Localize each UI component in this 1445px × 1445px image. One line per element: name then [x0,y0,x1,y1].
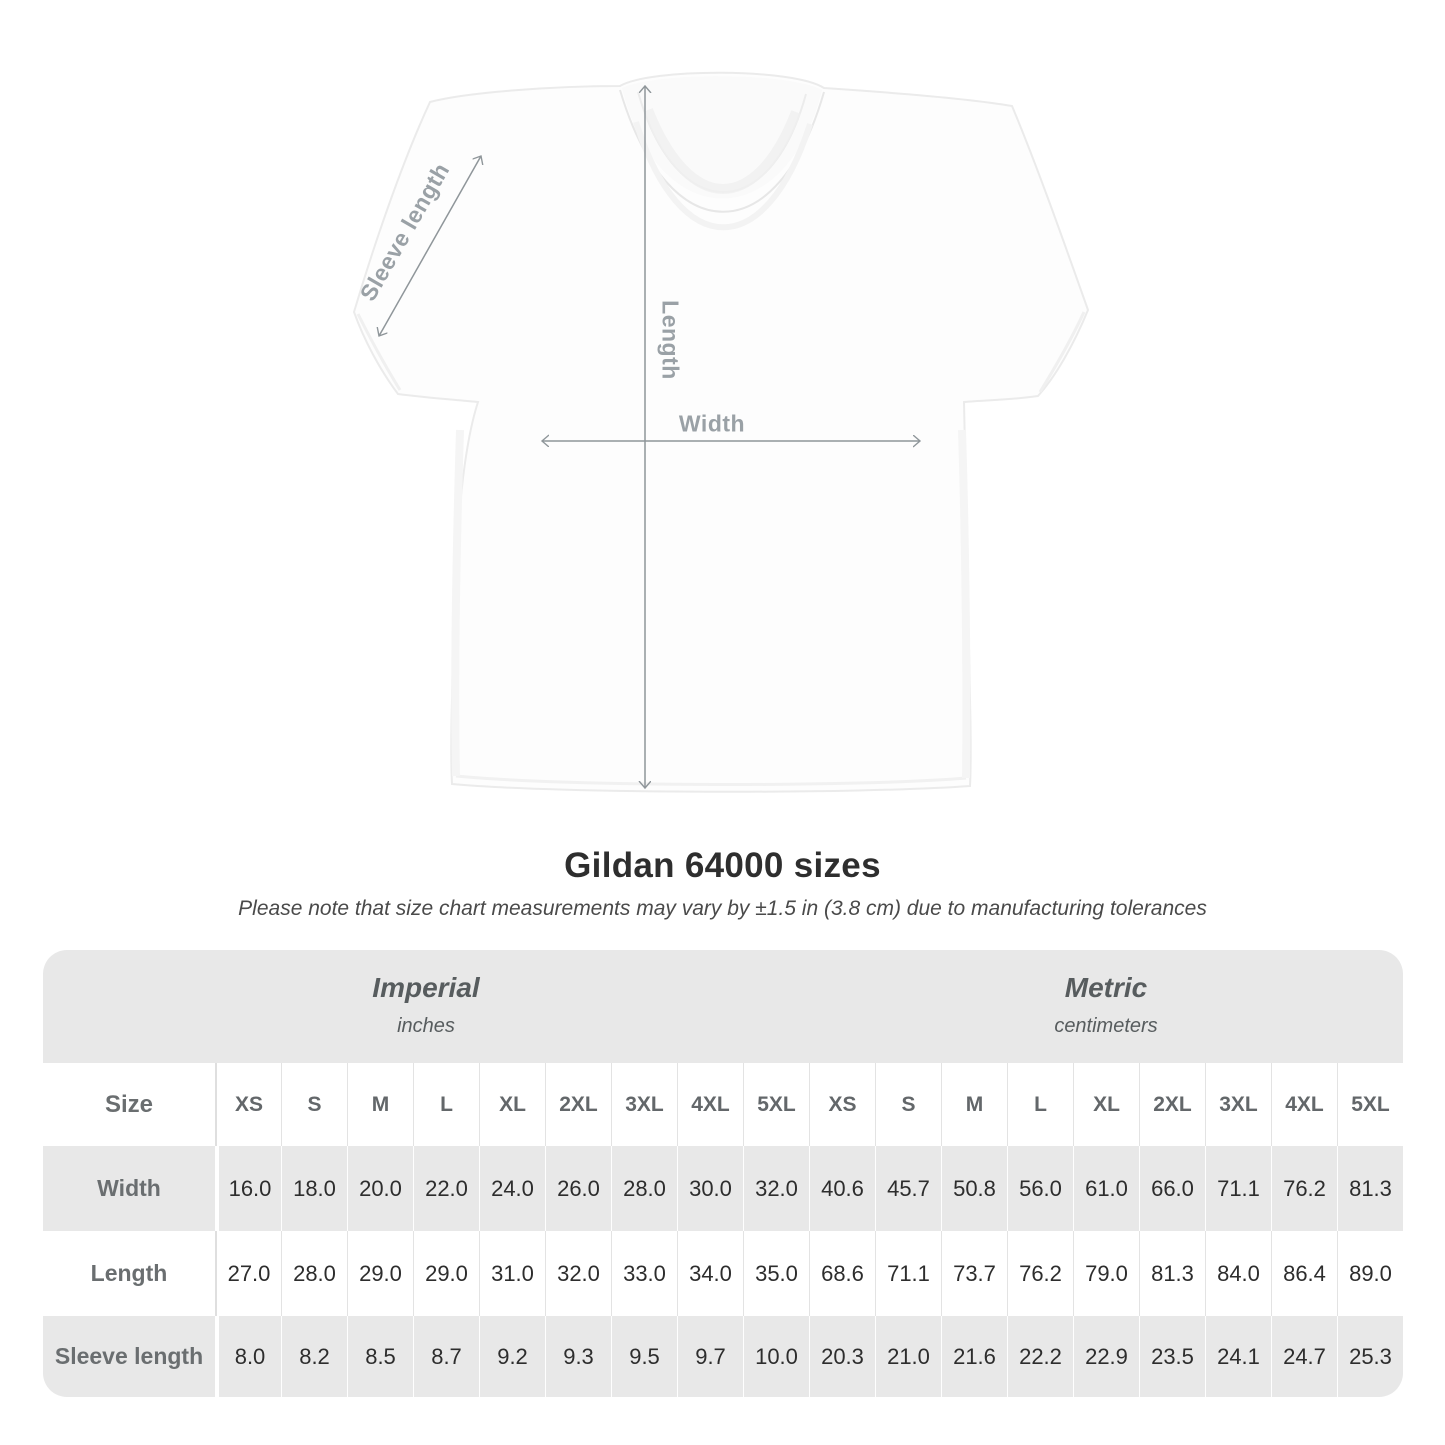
table-cell: 29.0 [413,1231,479,1316]
table-cell: 81.3 [1139,1231,1205,1316]
tolerance-note: Please note that size chart measurements… [238,897,1207,920]
imperial-unit: inches [397,1015,455,1037]
table-cell: 22.9 [1073,1316,1139,1397]
size-col-header: M [347,1063,413,1146]
table-cell: 9.2 [479,1316,545,1397]
table-cell: 79.0 [1073,1231,1139,1316]
table-cell: 71.1 [875,1231,941,1316]
table-cell: 20.3 [809,1316,875,1397]
table-cell: 35.0 [743,1231,809,1316]
table-cell: 28.0 [611,1146,677,1231]
table-row-width: Width 16.0 18.0 20.0 22.0 24.0 26.0 28.0… [43,1146,1403,1231]
table-cell: 33.0 [611,1231,677,1316]
row-label: Width [97,1175,161,1201]
table-row-length: Length 27.0 28.0 29.0 29.0 31.0 32.0 33.… [43,1231,1403,1316]
length-label: Length [657,300,684,380]
table-cell: 25.3 [1337,1316,1403,1397]
table-cell: 24.7 [1271,1316,1337,1397]
table-cell: 16.0 [215,1146,281,1231]
size-col-header: XL [479,1063,545,1146]
size-col-header: XS [215,1063,281,1146]
table-cell: 26.0 [545,1146,611,1231]
table-cell: 84.0 [1205,1231,1271,1316]
row-label: Length [90,1260,168,1286]
size-col-header: 4XL [677,1063,743,1146]
size-col-header: 5XL [1337,1063,1403,1146]
table-cell: 9.7 [677,1316,743,1397]
table-cell: 21.6 [941,1316,1007,1397]
table-cell: 81.3 [1337,1146,1403,1231]
imperial-label: Imperial [372,972,480,1003]
table-cell: 34.0 [677,1231,743,1316]
size-col-header: M [941,1063,1007,1146]
size-col-header: XL [1073,1063,1139,1146]
row-label: Sleeve length [54,1343,204,1369]
size-col-header: 4XL [1271,1063,1337,1146]
width-label: Width [678,410,746,437]
table-cell: 50.8 [941,1146,1007,1231]
table-cell: 18.0 [281,1146,347,1231]
tshirt-image [352,71,1090,793]
table-cell: 68.6 [809,1231,875,1316]
table-cell: 56.0 [1007,1146,1073,1231]
table-cell: 24.0 [479,1146,545,1231]
table-cell: 8.7 [413,1316,479,1397]
table-cell: 45.7 [875,1146,941,1231]
table-cell: 22.0 [413,1146,479,1231]
table-cell: 8.5 [347,1316,413,1397]
table-cell: 10.0 [743,1316,809,1397]
size-col-header: S [875,1063,941,1146]
metric-unit: centimeters [1054,1015,1158,1037]
table-cell: 61.0 [1073,1146,1139,1231]
table-cell: 71.1 [1205,1146,1271,1231]
table-cell: 29.0 [347,1231,413,1316]
table-cell: 9.5 [611,1316,677,1397]
size-header-cell: Size [104,1090,154,1118]
table-cell: 76.2 [1271,1146,1337,1231]
table-cell: 86.4 [1271,1231,1337,1316]
imperial-header: Imperial inches [43,950,809,1063]
size-col-header: 2XL [545,1063,611,1146]
page-title: Gildan 64000 sizes [564,846,881,885]
table-cell: 40.6 [809,1146,875,1231]
table-cell: 28.0 [281,1231,347,1316]
table-cell: 23.5 [1139,1316,1205,1397]
table-cell: 20.0 [347,1146,413,1231]
table-cell: 66.0 [1139,1146,1205,1231]
size-col-header: XS [809,1063,875,1146]
table-cell: 89.0 [1337,1231,1403,1316]
table-cell: 8.0 [215,1316,281,1397]
table-row-sleeve-length: Sleeve length 8.0 8.2 8.5 8.7 9.2 9.3 9.… [43,1316,1403,1397]
table-cell: 22.2 [1007,1316,1073,1397]
table-cell: 8.2 [281,1316,347,1397]
size-header-row: Size XS S M L XL 2XL 3XL 4XL 5XL XS S M … [43,1063,1403,1146]
table-cell: 24.1 [1205,1316,1271,1397]
size-col-header: 3XL [611,1063,677,1146]
size-table: Imperial inches Metric centimeters Size … [43,950,1403,1397]
metric-header: Metric centimeters [809,950,1403,1063]
table-cell: 32.0 [545,1231,611,1316]
size-col-header: 5XL [743,1063,809,1146]
metric-label: Metric [1064,972,1148,1003]
table-cell: 21.0 [875,1316,941,1397]
table-cell: 30.0 [677,1146,743,1231]
table-cell: 76.2 [1007,1231,1073,1316]
table-cell: 9.3 [545,1316,611,1397]
table-cell: 27.0 [215,1231,281,1316]
size-col-header: 2XL [1139,1063,1205,1146]
size-col-header: L [413,1063,479,1146]
size-col-header: S [281,1063,347,1146]
size-col-header: L [1007,1063,1073,1146]
sleeve-length-arrow [379,156,481,336]
table-cell: 32.0 [743,1146,809,1231]
table-cell: 31.0 [479,1231,545,1316]
table-cell: 73.7 [941,1231,1007,1316]
tshirt-diagram [352,71,1090,793]
unit-header-row: Imperial inches Metric centimeters [43,950,1403,1063]
size-col-header: 3XL [1205,1063,1271,1146]
